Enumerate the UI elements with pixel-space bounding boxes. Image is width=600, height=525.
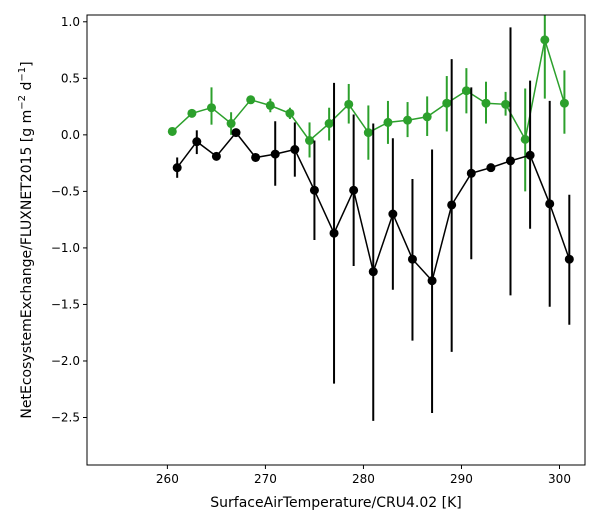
data-point <box>270 149 280 159</box>
data-point <box>324 119 334 129</box>
data-point <box>403 115 413 125</box>
y-tick-label: 0.0 <box>61 128 80 142</box>
data-point <box>226 119 236 129</box>
data-point <box>427 276 437 286</box>
data-point <box>505 156 515 166</box>
y-tick-label: 0.5 <box>61 71 80 85</box>
data-point <box>344 99 354 109</box>
data-point <box>481 98 491 108</box>
data-point <box>407 254 417 264</box>
y-tick-label: −2.5 <box>51 411 80 425</box>
data-point <box>246 95 256 105</box>
x-tick-label: 270 <box>254 472 277 486</box>
data-point <box>349 185 359 195</box>
data-point <box>388 209 398 219</box>
data-point <box>305 136 315 146</box>
data-point <box>309 185 319 195</box>
data-point <box>447 200 457 210</box>
y-tick-label: −0.5 <box>51 184 80 198</box>
data-point <box>167 126 177 136</box>
x-tick-label: 260 <box>156 472 179 486</box>
data-point <box>461 86 471 96</box>
y-label-text: NetEcosystemExchange/FLUXNET2015 [g m <box>19 110 35 419</box>
x-tick-label: 280 <box>352 472 375 486</box>
series-1 <box>172 27 574 421</box>
data-point <box>466 168 476 178</box>
data-point <box>187 108 197 118</box>
data-point <box>383 117 393 127</box>
data-point <box>564 254 574 264</box>
y-tick-label: −2.0 <box>51 354 80 368</box>
y-label-superscript: −1 <box>17 67 28 82</box>
data-point <box>520 134 530 144</box>
ticks: 260 270 280 290 300 −2.5 −2.0 −1.5 −1.0 −0.5 0.0 0.… <box>51 15 571 486</box>
y-label-text: d <box>19 82 35 95</box>
data-point <box>231 128 241 138</box>
y-axis-label: NetEcosystemExchange/FLUXNET2015 [g m−2 … <box>17 61 35 418</box>
data-point <box>251 152 261 162</box>
axes-frame <box>86 14 586 466</box>
data-point <box>442 98 452 108</box>
data-point <box>265 100 275 110</box>
series-0 <box>167 15 569 192</box>
data-point <box>363 128 373 138</box>
data-point <box>422 112 432 122</box>
data-point <box>290 145 300 155</box>
y-label-superscript: −2 <box>17 95 28 110</box>
x-tick-label: 300 <box>548 472 571 486</box>
plot-area <box>167 15 574 421</box>
data-point <box>501 99 511 109</box>
data-point <box>207 103 216 113</box>
data-point <box>211 151 221 161</box>
data-point <box>486 163 496 173</box>
data-point <box>368 267 378 277</box>
data-point <box>540 35 550 45</box>
data-point <box>525 150 535 160</box>
data-point <box>329 228 339 238</box>
data-point <box>545 199 555 209</box>
data-point <box>559 98 569 108</box>
y-tick-label: −1.0 <box>51 241 80 255</box>
y-label-text: ] <box>19 61 35 66</box>
data-point <box>172 163 182 173</box>
data-point <box>192 137 202 147</box>
x-axis-label: SurfaceAirTemperature/CRU4.02 [K] <box>210 495 461 511</box>
data-point <box>285 108 295 118</box>
y-tick-label: −1.5 <box>51 297 80 311</box>
x-tick-label: 290 <box>450 472 473 486</box>
y-tick-label: 1.0 <box>61 15 80 29</box>
